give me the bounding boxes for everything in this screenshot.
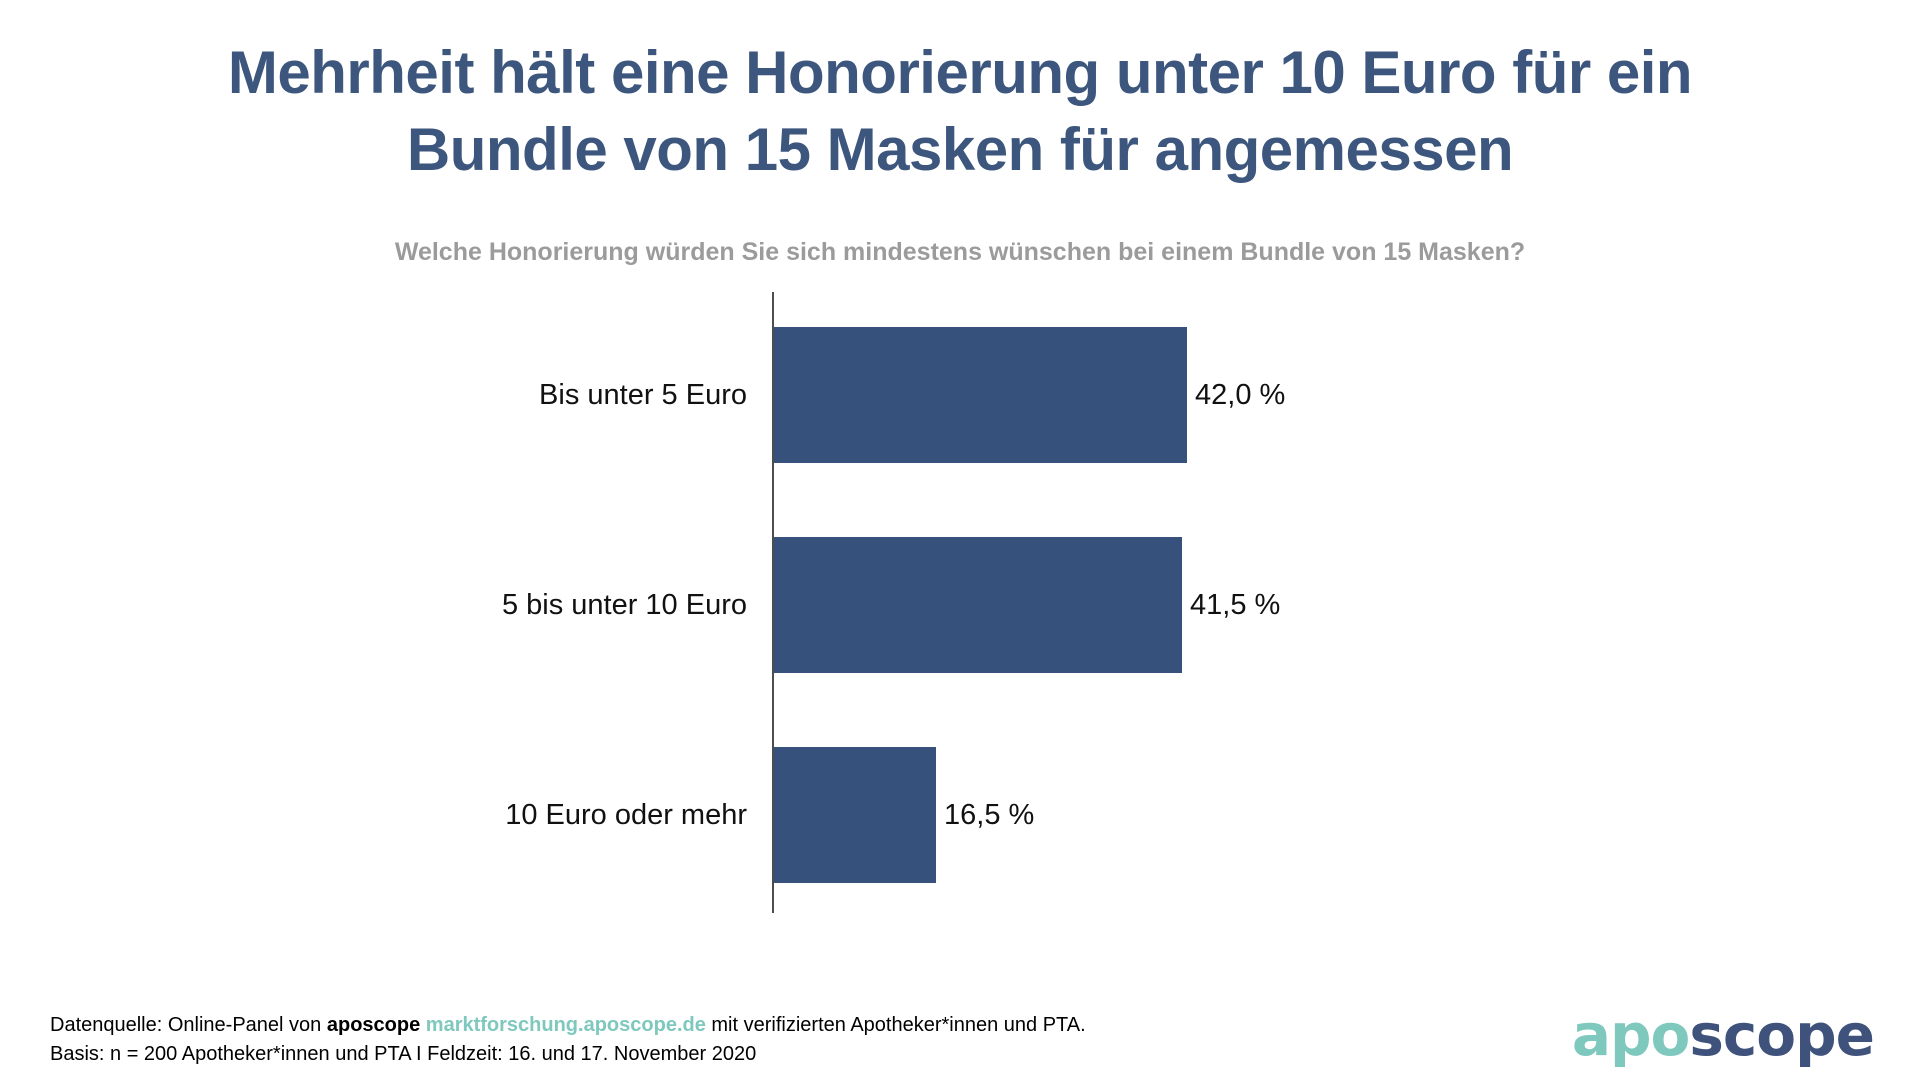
source-brand: aposcope <box>326 1014 421 1036</box>
aposcope-logo: aposcope <box>1572 1006 1875 1064</box>
bar-value-label: 42,0 % <box>1195 379 1286 411</box>
y-axis-line <box>772 292 774 913</box>
chart-title: Mehrheit hält eine Honorierung unter 10 … <box>0 34 1920 188</box>
bar-value-label: 16,5 % <box>944 799 1035 831</box>
bar-category-label: 5 bis unter 10 Euro <box>501 589 747 621</box>
bar <box>774 327 1187 463</box>
source-link[interactable]: marktforschung.aposcope.de <box>425 1014 706 1036</box>
bar-value-label: 41,5 % <box>1190 589 1281 621</box>
source-suffix: mit verifizierten Apotheker*innen und PT… <box>705 1014 1086 1036</box>
bar <box>774 537 1182 673</box>
source-note: Datenquelle: Online-Panel von aposcope m… <box>50 1011 1086 1069</box>
chart-title-line1: Mehrheit hält eine Honorierung unter 10 … <box>227 39 1693 106</box>
aposcope-logo-apo: apo <box>1571 1001 1691 1069</box>
bar-row: 10 Euro oder mehr 16,5 % <box>0 747 1920 883</box>
source-line2: Basis: n = 200 Apotheker*innen und PTA I… <box>50 1043 757 1065</box>
bar-chart: Bis unter 5 Euro 42,0 % 5 bis unter 10 Eur… <box>0 292 1920 913</box>
source-line1: Datenquelle: Online-Panel von aposcope m… <box>50 1011 1086 1040</box>
bar-row: 5 bis unter 10 Euro 41,5 % <box>0 537 1920 673</box>
aposcope-logo-scope: scope <box>1689 1001 1875 1069</box>
chart-subtitle: Welche Honorierung würden Sie sich minde… <box>394 238 1526 266</box>
bar-category-label: Bis unter 5 Euro <box>539 379 747 411</box>
bar-category-label: 10 Euro oder mehr <box>505 799 747 831</box>
bar-row: Bis unter 5 Euro 42,0 % <box>0 327 1920 463</box>
bar <box>774 747 936 883</box>
source-prefix: Datenquelle: Online-Panel von <box>50 1014 327 1036</box>
chart-title-line2: Bundle von 15 Masken für angemessen <box>406 116 1514 183</box>
